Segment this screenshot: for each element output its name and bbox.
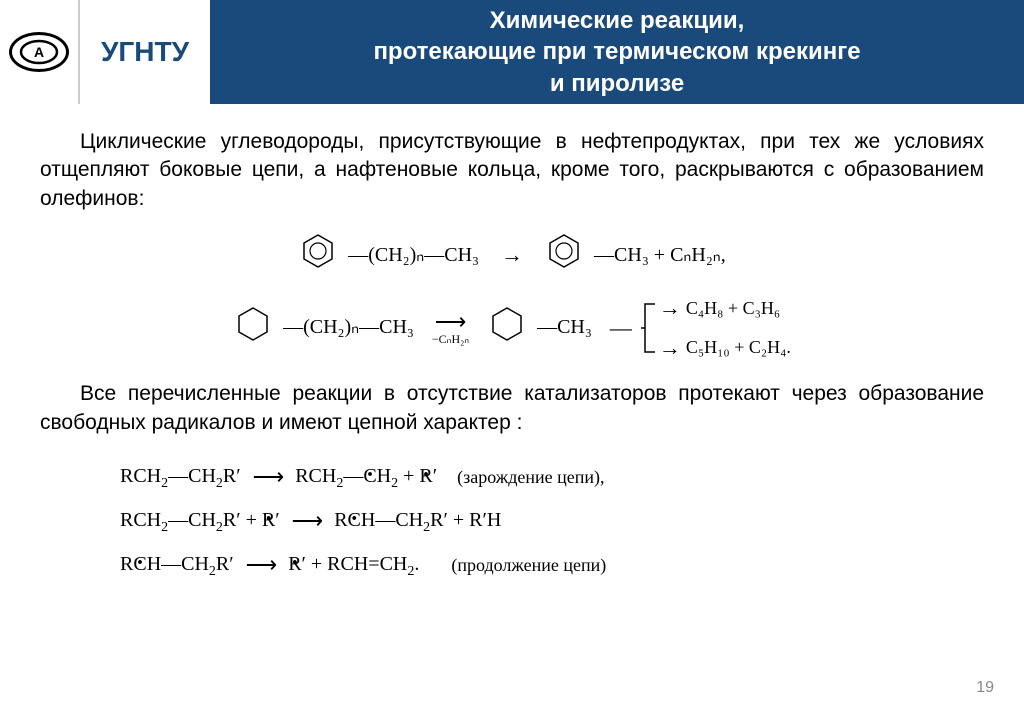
paragraph-1: Циклические углеводороды, присутствующие… — [40, 128, 984, 213]
rad2-right: RCH—CH2R′ + R′H — [334, 500, 501, 542]
bracket-icon — [641, 300, 659, 356]
branch-bracket: → C₄H₈ + C₃H₆ → C₅H₁₀ + C₂H₄. — [641, 293, 791, 362]
university-name-block: УГНТУ — [80, 0, 210, 104]
branch2-text: C₅H₁₀ + C₂H₄. — [686, 335, 791, 359]
university-name: УГНТУ — [101, 36, 189, 68]
arrow-icon: — — [610, 313, 631, 343]
rx2-product-chain: —CH₃ — [537, 314, 592, 341]
branch-1: → C₄H₈ + C₃H₆ — [659, 293, 791, 323]
university-logo-icon: А — [9, 32, 69, 72]
benzene-ring-icon — [298, 231, 338, 279]
radical-line-1: RCH2—CH2R′ ⟶ RCH2—CH2 + R′ (зарождение ц… — [120, 455, 984, 499]
rad3-right: R′ + RCH=CH2. — [288, 544, 419, 586]
benzene-ring-icon — [544, 231, 584, 279]
cyclohexane-ring-icon — [487, 304, 527, 352]
rx1-reactant-chain: —(CH₂)ₙ—CH₃ — [348, 242, 479, 269]
title-text: Химические реакции, протекающие при терм… — [373, 5, 860, 99]
branch1-text: C₄H₈ + C₃H₆ — [686, 296, 780, 320]
rad2-left: RCH2—CH2R′ + R′ — [120, 500, 280, 542]
radical-line-2: RCH2—CH2R′ + R′ ⟶ RCH—CH2R′ + R′H — [120, 499, 984, 543]
slide-header: А УГНТУ Химические реакции, протекающие … — [0, 0, 1024, 104]
page-number: 19 — [976, 679, 994, 697]
rx2-reactant-chain: —(CH₂)ₙ—CH₃ — [283, 314, 414, 341]
arrow-with-label: ⟶ −CₙH₂ₙ — [432, 311, 469, 345]
logo-block: А — [0, 0, 80, 104]
rad1-note: (зарождение цепи), — [457, 459, 604, 495]
paragraph-2: Все перечисленные реакции в отсутствие к… — [40, 380, 984, 437]
radical-line-3: RCH—CH2R′ ⟶ R′ + RCH=CH2. (продолжение ц… — [120, 543, 984, 587]
cyclohexane-ring-icon — [233, 304, 273, 352]
svg-text:А: А — [34, 44, 44, 60]
rad1-left: RCH2—CH2R′ — [120, 456, 241, 498]
reaction-row-2: —(CH₂)ₙ—CH₃ ⟶ −CₙH₂ₙ —CH₃ — → C₄H₈ — [40, 293, 984, 362]
arrow-icon: → — [501, 240, 522, 270]
rad23-note: (продолжение цепи) — [451, 547, 606, 583]
slide-title: Химические реакции, протекающие при терм… — [210, 0, 1024, 104]
branch-2: → C₅H₁₀ + C₂H₄. — [659, 333, 791, 363]
rad3-left: RCH—CH2R′ — [120, 544, 234, 586]
radical-mechanism: RCH2—CH2R′ ⟶ RCH2—CH2 + R′ (зарождение ц… — [40, 455, 984, 587]
arrow-sub-label: −CₙH₂ₙ — [432, 333, 469, 345]
reaction-row-1: —(CH₂)ₙ—CH₃ → —CH₃ + CₙH₂ₙ, — [40, 231, 984, 279]
reaction-scheme-1: —(CH₂)ₙ—CH₃ → —CH₃ + CₙH₂ₙ, —(CH₂)ₙ—CH₃ … — [40, 231, 984, 362]
slide-content: Циклические углеводороды, присутствующие… — [0, 104, 1024, 587]
rx1-product-chain: —CH₃ + CₙH₂ₙ, — [594, 242, 726, 269]
rad1-right: RCH2—CH2 + R′ — [295, 456, 437, 498]
